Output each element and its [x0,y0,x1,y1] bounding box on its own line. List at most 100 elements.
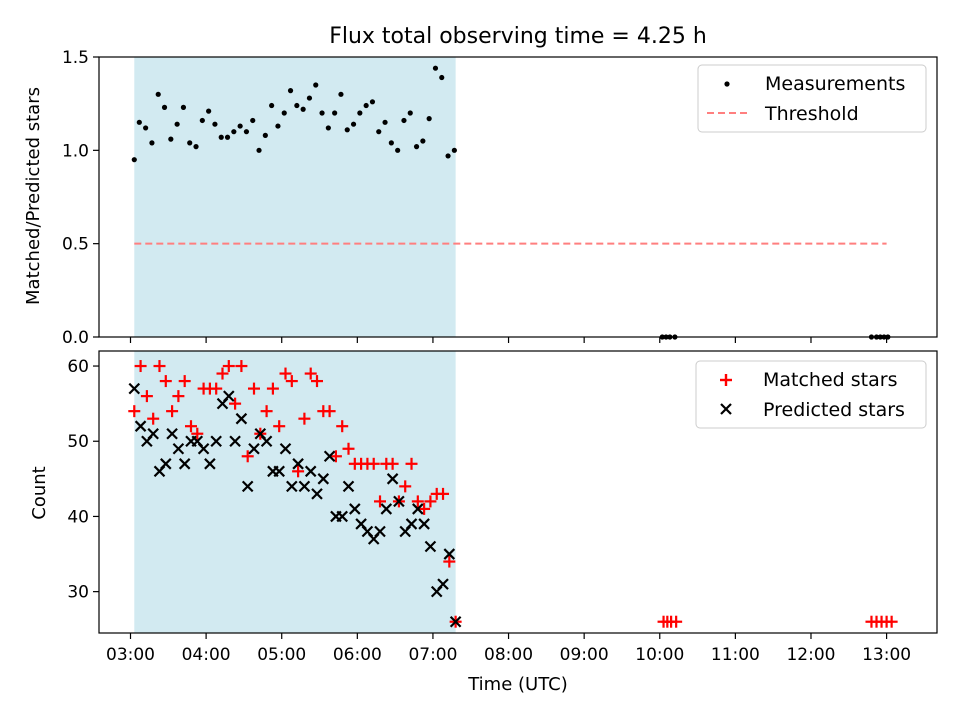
matched-star-point [292,465,305,478]
measurement-point [388,140,394,146]
predicted-star-point [374,525,386,538]
measurement-point [432,65,439,71]
predicted-star-point [197,442,210,455]
matched-star-point [374,495,387,508]
chart-title: Flux total observing time = 4.25 h [329,24,707,49]
measurement-point [376,129,382,135]
threshold-legend-label: Threshold [764,103,859,125]
measurement-point [168,136,174,142]
y-tick-label: 30 [67,583,89,603]
predicted-star-point [210,435,222,448]
measurement-point [155,91,161,97]
measurement-point [161,104,168,110]
measurement-point [199,117,205,124]
ratio-axes-frame [98,56,938,338]
measurement-point [363,102,369,109]
predicted-star-point [223,390,235,402]
predicted-star-point [229,435,241,448]
x-tick-label: 12:00 [786,645,835,665]
matched-star-point [285,375,298,388]
measurement-point [294,102,300,109]
matched-star-point [216,367,229,380]
matched-star-point [336,420,349,433]
predicted-star-point [317,473,330,485]
matched-star-point [172,390,185,403]
matched-star-point [304,367,317,380]
matched-star-point [411,495,424,508]
x-tick-label: 06:00 [333,645,382,665]
x-axis-label: Time (UTC) [467,674,568,695]
matched-star-point [311,375,324,388]
ratio-legend: Measurements Threshold [697,64,927,133]
y-tick-label: 60 [67,357,89,377]
predicted-star-point [386,473,399,485]
matched-star-point [128,405,141,418]
measurement-point [287,88,294,94]
matched-star-point [191,427,204,440]
matched-star-point [670,615,683,628]
matched-star-point [140,390,153,403]
predicted-legend-marker [720,403,732,415]
observing-window-shade [134,57,456,337]
predicted-star-point [172,442,185,455]
measurement-point [136,119,142,125]
ratio-panel: 0.0 0.5 1.0 1.5 Matched/Predicted stars Mea… [23,48,938,348]
measurement-point [281,110,287,116]
predicted-star-point [286,480,298,493]
matched-star-point [405,457,418,470]
predicted-star-point [160,458,172,470]
measurement-point [256,147,262,153]
x-tick-label: 03:00 [106,645,155,665]
measurement-point [212,121,218,127]
matched-star-point [210,382,223,395]
measurement-point [401,117,407,124]
matched-star-point [159,375,172,388]
measurement-point [224,134,231,140]
matched-star-point [134,360,147,373]
predicted-star-point [323,450,336,463]
predicted-star-point [147,427,159,440]
predicted-star-point [298,480,311,493]
predicted-star-point [241,480,254,493]
measurement-point [325,125,331,131]
matched-star-point [399,480,412,493]
count-markers [128,360,898,628]
measurement-point [143,125,149,131]
matched-star-point [418,502,431,515]
measurement-point [344,127,350,133]
y-tick-label: 1.5 [62,48,89,68]
predicted-star-point [342,480,355,493]
measurement-point [306,95,313,101]
predicted-star-point [405,518,418,530]
measurement-point [413,144,420,150]
matched-star-point [153,360,166,373]
measurement-point [313,82,319,88]
predicted-star-point [380,503,393,515]
predicted-star-point [336,510,348,523]
measurement-point [269,102,275,109]
matched-star-point [279,367,292,380]
predicted-star-point [279,442,292,455]
x-tick-label: 04:00 [182,645,231,665]
measurements-legend-label: Measurements [765,73,905,95]
measurement-point [382,119,388,125]
predicted-star-point [166,427,178,440]
measurement-point [319,110,325,116]
matched-star-point [184,420,197,433]
measurement-point [395,147,401,153]
measurement-point [407,110,413,116]
ratio-legend-box [697,64,927,133]
ratio-markers [131,65,891,340]
measurement-point [262,132,268,138]
measurement-point [445,153,451,159]
count-y-ticks: 30 40 50 60 [67,357,99,603]
predicted-star-point [443,548,456,560]
y-tick-label: 0.5 [62,235,89,255]
measurement-point [350,121,357,127]
matched-legend-label: Matched stars [763,369,897,391]
measurement-point [193,144,199,150]
y-tick-label: 1.0 [62,141,89,161]
matched-star-point [235,360,248,373]
predicted-star-point [349,503,361,515]
matched-star-point [178,375,191,388]
